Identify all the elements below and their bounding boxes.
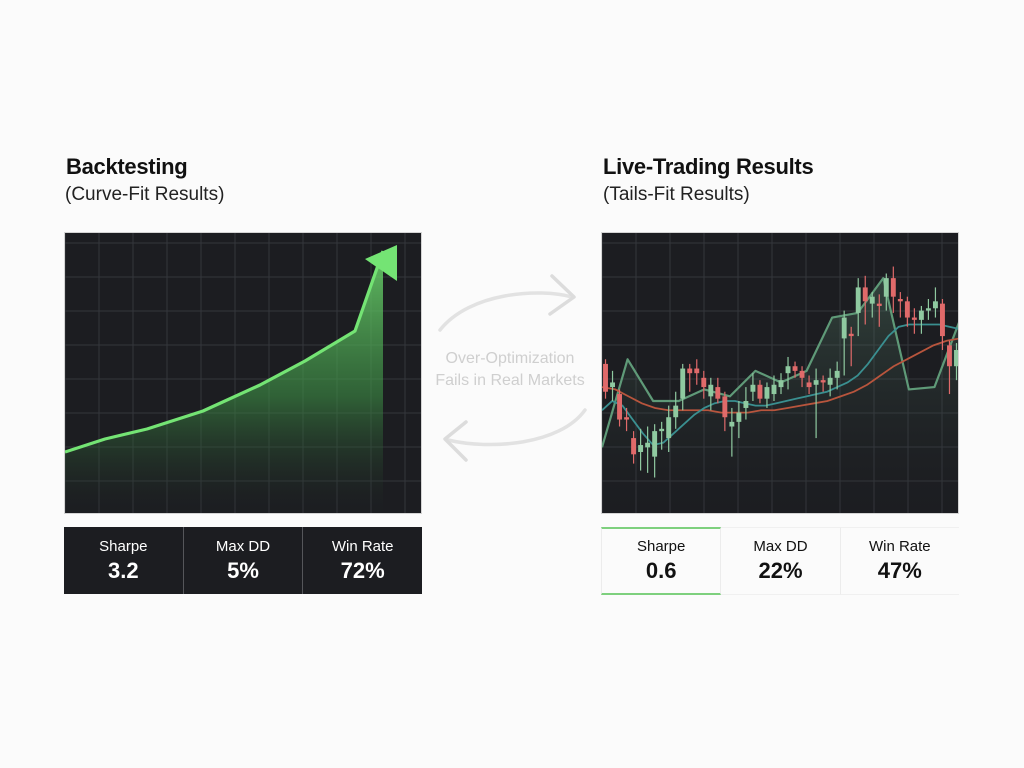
live-trading-title: Live-Trading Results bbox=[603, 154, 814, 179]
live-candlestick-chart bbox=[601, 232, 959, 514]
equity-curve-plot bbox=[65, 233, 421, 513]
note-line-1: Over-Optimization bbox=[445, 350, 575, 367]
stat-value: 72% bbox=[340, 557, 385, 583]
stat-value: 5% bbox=[227, 557, 259, 583]
backtest-stats-bar: Sharpe 3.2 Max DD 5% Win Rate 72% bbox=[64, 527, 422, 594]
stat-max-dd: Max DD 5% bbox=[184, 527, 304, 594]
stat-win-rate: Win Rate 47% bbox=[840, 527, 959, 595]
cycle-arrows-icon bbox=[438, 274, 587, 462]
stat-sharpe: Sharpe 3.2 bbox=[64, 527, 184, 594]
backtesting-title: Backtesting bbox=[66, 154, 188, 179]
backtest-equity-chart bbox=[64, 232, 422, 514]
candlestick-plot bbox=[602, 233, 958, 513]
live-stats-bar: Sharpe 0.6 Max DD 22% Win Rate 47% bbox=[601, 527, 959, 595]
stat-max-dd: Max DD 22% bbox=[721, 527, 841, 595]
stat-sharpe: Sharpe 0.6 bbox=[601, 527, 722, 595]
stat-label: Max DD bbox=[753, 538, 808, 555]
stat-label: Win Rate bbox=[331, 537, 394, 555]
stat-label: Win Rate bbox=[868, 538, 931, 555]
over-optimization-note: Over-Optimization Fails in Real Markets bbox=[428, 348, 592, 392]
backtesting-subtitle: (Curve-Fit Results) bbox=[65, 184, 225, 205]
stat-value: 22% bbox=[758, 558, 803, 583]
note-line-2: Fails in Real Markets bbox=[435, 372, 585, 389]
live-trading-subtitle: (Tails-Fit Results) bbox=[603, 184, 750, 205]
stat-value: 3.2 bbox=[108, 557, 139, 583]
stat-label: Max DD bbox=[215, 537, 271, 555]
stat-label: Sharpe bbox=[636, 538, 686, 555]
stat-label: Sharpe bbox=[99, 537, 148, 555]
stat-win-rate: Win Rate 72% bbox=[303, 527, 422, 594]
stat-value: 0.6 bbox=[645, 558, 677, 583]
stat-value: 47% bbox=[877, 558, 922, 583]
